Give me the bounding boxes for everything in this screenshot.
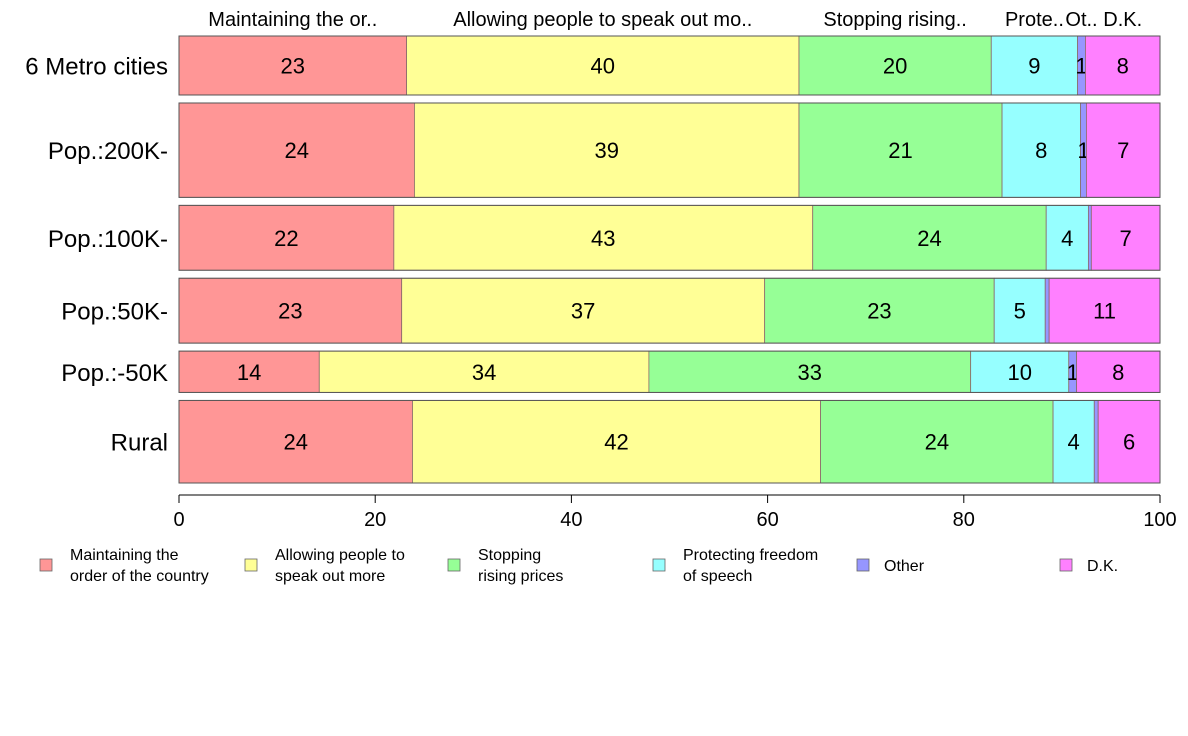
bar-segment: [406, 35, 800, 96]
legend-swatch: [39, 558, 53, 572]
category-label: Pop.:100K-: [48, 226, 168, 253]
bar-value-label: 40: [591, 53, 615, 78]
bar-value-label: 4: [1068, 430, 1080, 455]
legend-label: order of the country: [70, 568, 209, 585]
bar-value-label: 22: [274, 226, 298, 251]
top-series-label: Prote..: [1005, 9, 1064, 31]
legend-label: Protecting freedom: [683, 547, 818, 564]
bar-value-label: 23: [278, 299, 302, 324]
bar-segment: [1001, 102, 1081, 198]
bar-segment: [1093, 400, 1099, 484]
bar-segment: [414, 102, 800, 198]
bar-value-label: 7: [1120, 226, 1132, 251]
bar-value-label: 9: [1028, 53, 1040, 78]
bar-value-label: 24: [917, 226, 941, 251]
bar-value-label: 4: [1061, 226, 1073, 251]
bar-segment: [812, 204, 1047, 271]
bar-segment: [648, 350, 972, 393]
bar-outline: [178, 277, 1161, 344]
bar-value-label: 7: [1117, 138, 1129, 163]
bar-value-label: 14: [237, 360, 261, 385]
x-tick-label: 0: [173, 509, 184, 531]
category-label: Rural: [111, 430, 168, 457]
bar-segment: [318, 350, 650, 393]
bar-segment: [970, 350, 1070, 393]
legend-swatch: [244, 558, 258, 572]
bar-segment: [1090, 204, 1161, 271]
legend-label: speak out more: [275, 568, 385, 585]
top-series-label: Maintaining the or..: [208, 9, 377, 31]
bar-value-label: 33: [798, 360, 822, 385]
legend-label: Allowing people to: [275, 547, 405, 564]
bar-value-label: 37: [571, 299, 595, 324]
legend-swatch: [856, 558, 870, 572]
legend-label: rising prices: [478, 568, 563, 585]
bar-segment: [1044, 277, 1050, 344]
bar-value-label: 8: [1035, 138, 1047, 163]
bar-value-label: 8: [1117, 53, 1129, 78]
bar-value-label: 20: [883, 53, 907, 78]
bar-value-label: 21: [888, 138, 912, 163]
bar-segment: [993, 277, 1046, 344]
bar-segment: [764, 277, 995, 344]
legend-label: of speech: [683, 568, 752, 585]
bar-value-label: 11: [1093, 299, 1116, 324]
bar-value-label: 1: [1075, 53, 1087, 78]
bar-value-label: 42: [604, 430, 628, 455]
legend-swatch: [447, 558, 461, 572]
bar-segment: [393, 204, 814, 271]
bar-value-label: 23: [281, 53, 305, 78]
bar-segment: [990, 35, 1078, 96]
category-label: Pop.:50K-: [61, 299, 168, 326]
bar-value-label: 1: [1067, 360, 1079, 385]
top-series-label: Stopping rising..: [823, 9, 966, 31]
top-series-label: D.K.: [1103, 9, 1142, 31]
bar-value-label: 10: [1007, 360, 1031, 385]
bar-segment: [178, 277, 403, 344]
x-tick-label: 100: [1143, 509, 1176, 531]
legend-label: D.K.: [1087, 558, 1118, 575]
legend-swatch: [652, 558, 666, 572]
bar-segment: [178, 35, 407, 96]
x-tick-label: 40: [560, 509, 582, 531]
top-series-label: Ot..: [1065, 9, 1097, 31]
bar-value-label: 8: [1112, 360, 1124, 385]
legend-label: Other: [884, 558, 925, 575]
legend-label: Maintaining the: [70, 547, 179, 564]
bar-segment: [1048, 277, 1161, 344]
bar-segment: [412, 400, 821, 484]
category-label: Pop.:200K-: [48, 138, 168, 165]
x-tick-label: 80: [953, 509, 975, 531]
category-label: Pop.:-50K: [61, 360, 168, 387]
category-label: 6 Metro cities: [25, 53, 168, 80]
bar-segment: [1045, 204, 1089, 271]
bar-value-label: 5: [1014, 299, 1026, 324]
top-series-label: Allowing people to speak out mo..: [453, 9, 752, 31]
bar-value-label: 34: [472, 360, 496, 385]
legend-swatch: [1059, 558, 1073, 572]
bar-value-label: 24: [925, 430, 949, 455]
bar-outline: [178, 35, 1161, 96]
bar-outline: [178, 102, 1161, 198]
bar-value-label: 43: [591, 226, 615, 251]
bar-value-label: 24: [283, 430, 307, 455]
bar-value-label: 24: [284, 138, 308, 163]
bar-outline: [178, 350, 1161, 393]
bar-value-label: 6: [1123, 430, 1135, 455]
bar-segment: [1087, 204, 1092, 271]
x-tick-label: 20: [364, 509, 386, 531]
legend-label: Stopping: [478, 547, 541, 564]
bar-outline: [178, 204, 1161, 271]
bar-value-label: 23: [867, 299, 891, 324]
bar-outline: [178, 399, 1161, 484]
bar-value-label: 39: [594, 138, 618, 163]
x-tick-label: 60: [756, 509, 778, 531]
